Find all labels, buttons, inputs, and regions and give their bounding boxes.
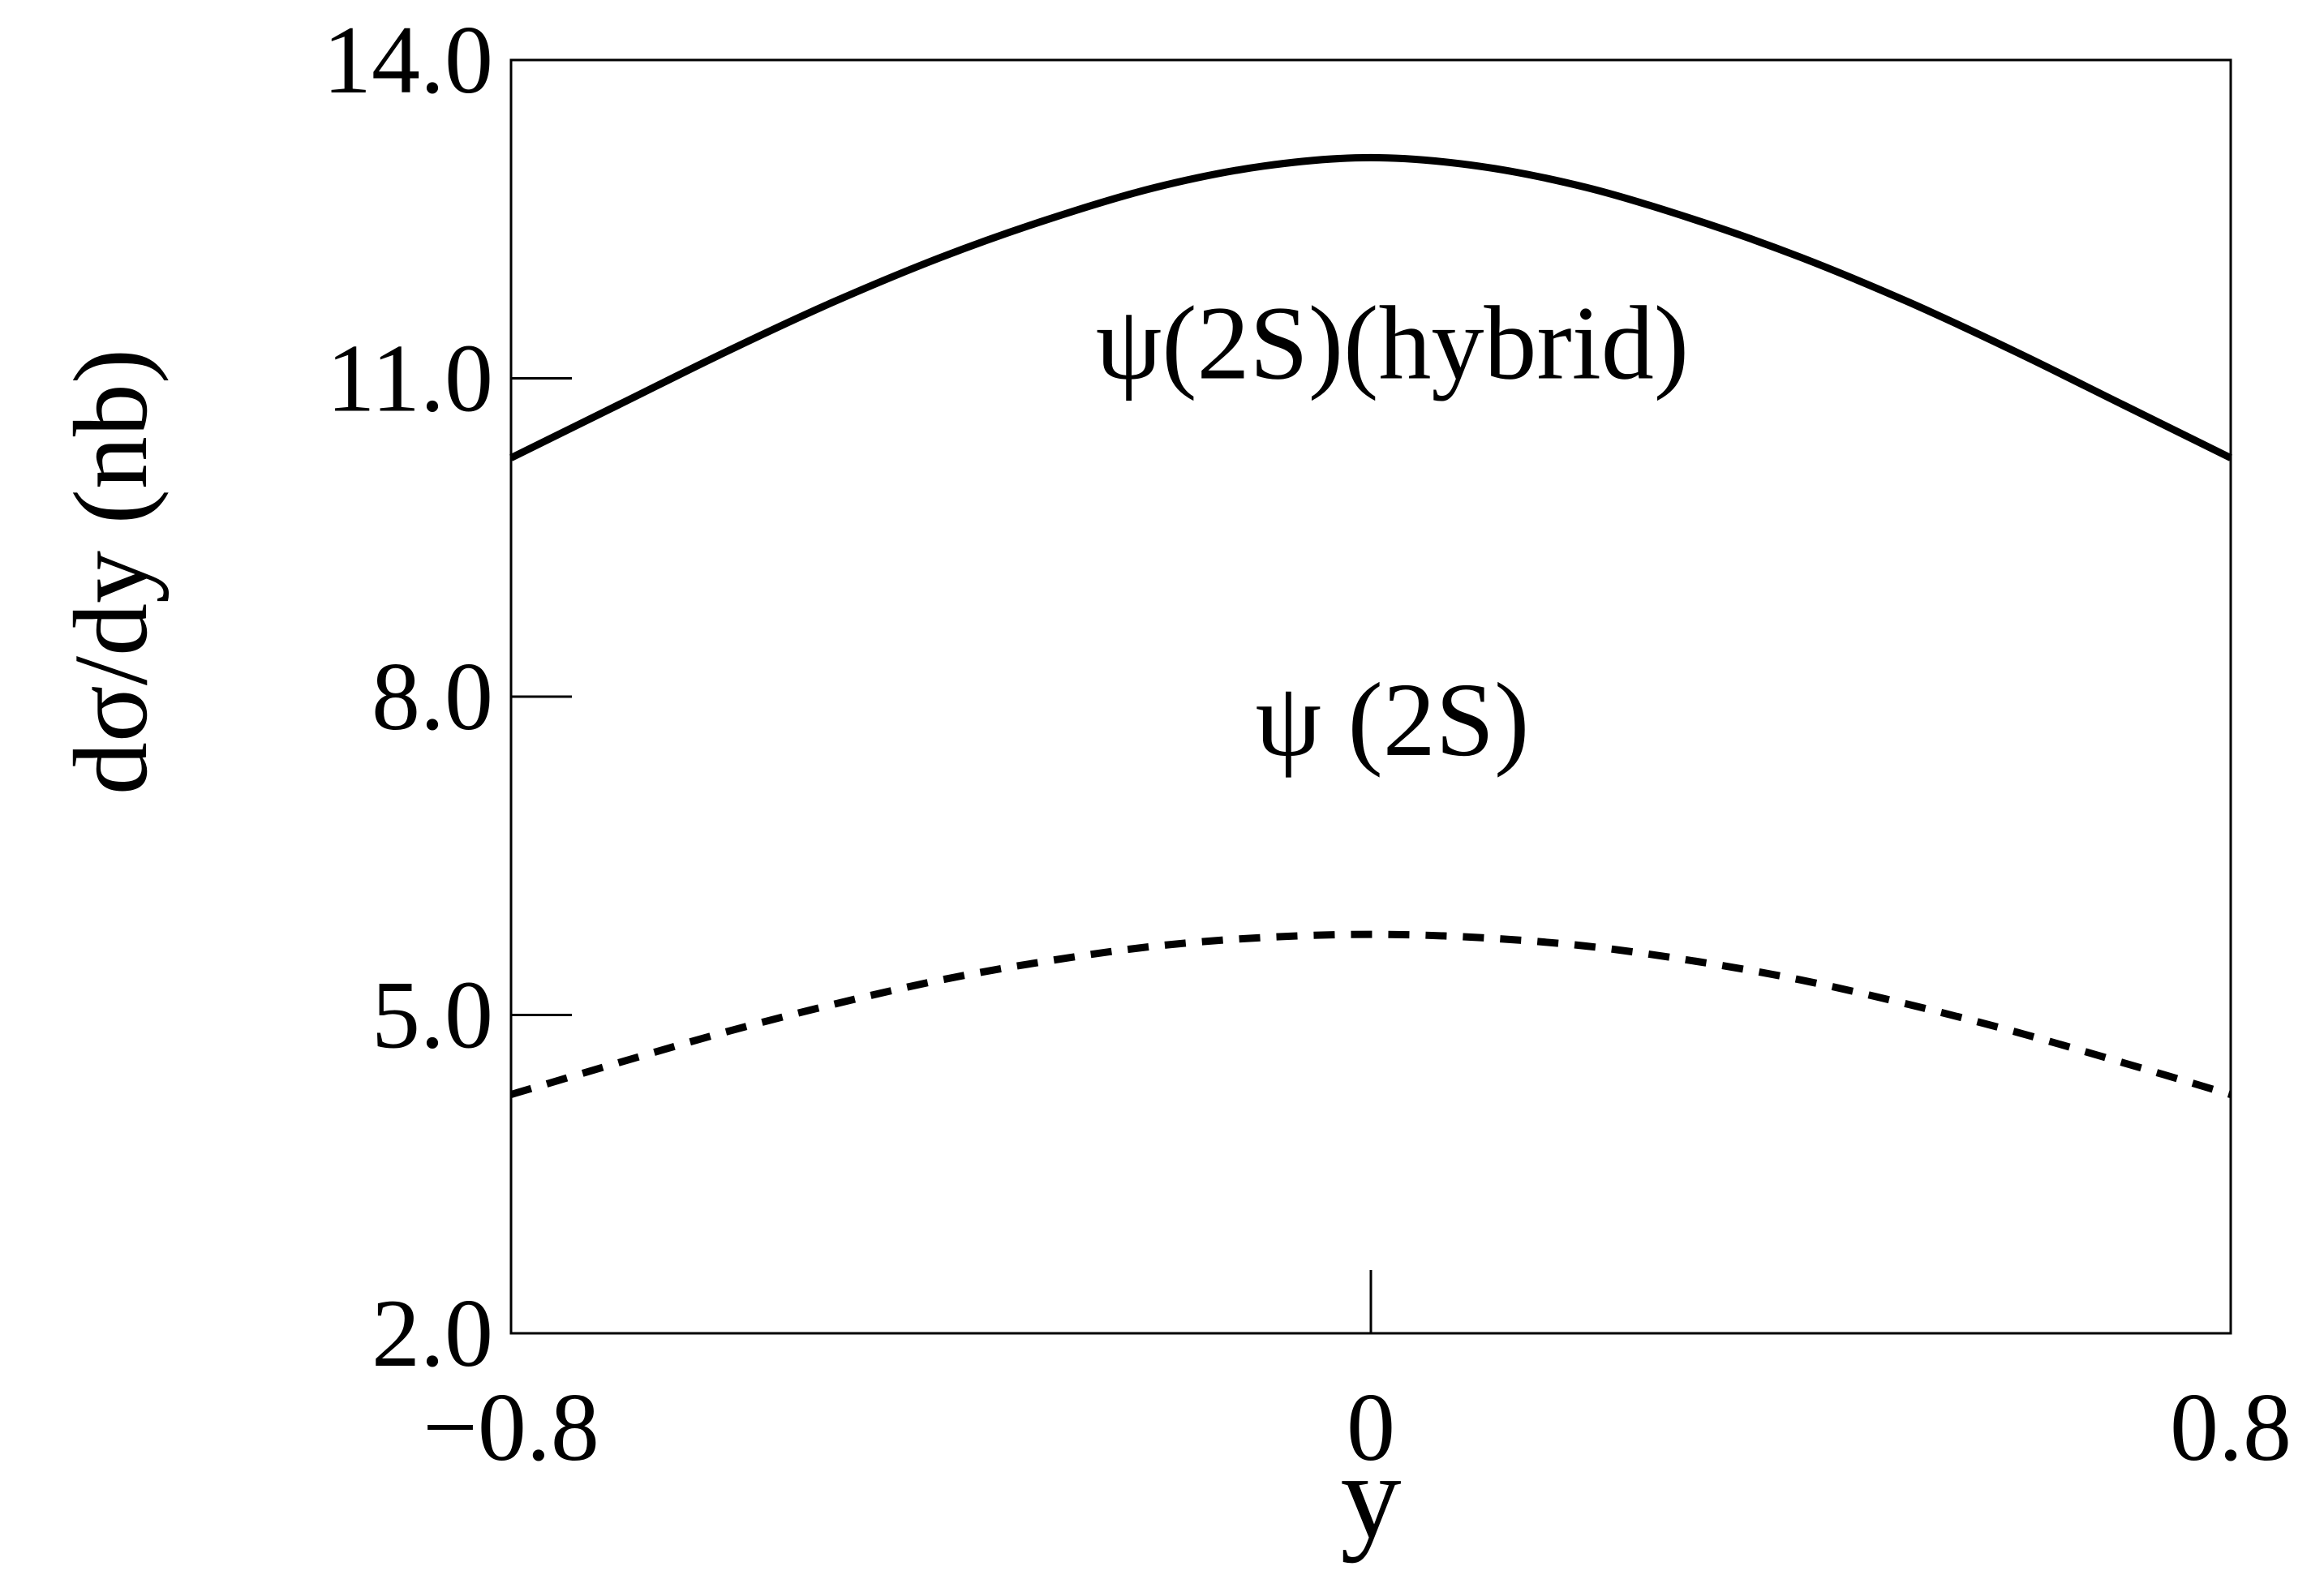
- series-annotation: ψ(2S)(hybrid): [1096, 285, 1689, 402]
- y-tick-label: 11.0: [326, 324, 493, 432]
- x-axis-title: y: [1341, 1429, 1402, 1564]
- y-tick-label: 2.0: [372, 1279, 493, 1387]
- ticks: 2.0 5.0 8.0 11.0 14.0 −0.8 0 0.8: [323, 6, 2292, 1481]
- series-line-0: [509, 153, 2232, 461]
- series-line-1: [509, 930, 2232, 1098]
- x-tick-label: 0.8: [2170, 1373, 2292, 1481]
- series-group: [509, 153, 2232, 1098]
- y-tick-label: 8.0: [372, 642, 493, 750]
- y-axis-title: dσ/dy (nb): [53, 349, 170, 795]
- series-annotation: ψ (2S): [1256, 662, 1530, 779]
- x-tick-label: 0: [1347, 1373, 1395, 1481]
- x-tick-label: −0.8: [423, 1373, 599, 1481]
- annotations: ψ(2S)(hybrid) ψ (2S): [1096, 285, 1689, 779]
- y-tick-label: 14.0: [323, 6, 493, 114]
- y-tick-label: 5.0: [372, 961, 493, 1069]
